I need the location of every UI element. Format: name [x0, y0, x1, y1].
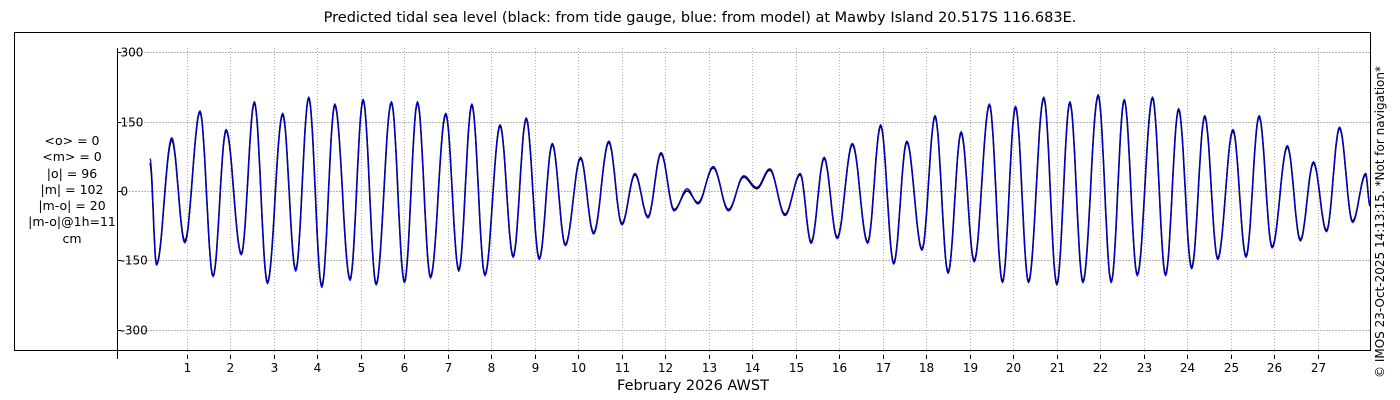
stat-unit: cm — [62, 230, 82, 246]
series-tide-gauge-line — [149, 95, 1371, 287]
x-tick-label: 23 — [1137, 361, 1152, 375]
series-model-line — [149, 93, 1371, 289]
y-tick-label: 300 — [121, 46, 144, 60]
stat-abs-observed: |o| = 96 — [46, 165, 98, 181]
y-axis-ticks: 300 150 0 -150 -300 — [117, 46, 148, 338]
x-tick-label: 20 — [1006, 361, 1021, 375]
x-tick-label: 18 — [919, 361, 934, 375]
x-tick-label: 9 — [532, 361, 540, 375]
x-tick-label: 15 — [789, 361, 804, 375]
x-tick-label: 7 — [445, 361, 453, 375]
x-tick-label: 14 — [745, 361, 760, 375]
y-tick-label: 150 — [121, 116, 144, 130]
x-tick-label: 6 — [401, 361, 409, 375]
statistics-panel: <o> = 0 <m> = 0 |o| = 96 |m| = 102 |m-o|… — [18, 133, 126, 247]
x-tick-label: 13 — [702, 361, 717, 375]
x-tick-label: 11 — [615, 361, 630, 375]
x-tick-label: 24 — [1180, 361, 1195, 375]
x-tick-label: 1 — [184, 361, 192, 375]
stat-abs-diff: |m-o| = 20 — [38, 198, 106, 214]
x-tick-label: 21 — [1050, 361, 1065, 375]
x-tick-label: 3 — [271, 361, 279, 375]
x-tick-label: 19 — [963, 361, 978, 375]
x-tick-label: 8 — [488, 361, 496, 375]
x-tick-label: 4 — [314, 361, 322, 375]
series-layer — [149, 93, 1371, 289]
x-tick-label: 16 — [832, 361, 847, 375]
x-axis-label: February 2026 AWST — [617, 378, 769, 394]
x-tick-label: 17 — [876, 361, 891, 375]
x-tick-label: 25 — [1224, 361, 1239, 375]
stat-mean-observed: <o> = 0 — [44, 133, 100, 148]
x-axis-ticks: 1 2 3 4 5 6 7 8 9 10 11 12 13 14 15 16 17 18 19 20 21 22 23 24 2… — [184, 355, 1326, 375]
x-tick-label: 12 — [658, 361, 673, 375]
y-tick-label: 0 — [121, 185, 129, 199]
y-tick-label: -300 — [121, 324, 148, 338]
x-tick-label: 10 — [571, 361, 586, 375]
x-tick-label: 27 — [1311, 361, 1326, 375]
stat-mean-model: <m> = 0 — [42, 149, 102, 165]
x-tick-label: 26 — [1267, 361, 1282, 375]
x-tick-label: 22 — [1093, 361, 1108, 375]
x-tick-label: 2 — [227, 361, 235, 375]
copyright-notice: © IMOS 23-Oct-2025 14:13:15. *Not for na… — [1373, 66, 1387, 378]
x-tick-label: 5 — [358, 361, 366, 375]
stat-abs-model: |m| = 102 — [40, 181, 104, 197]
outer-frame — [14, 32, 1371, 351]
grid-lines — [117, 48, 1370, 359]
chart-title: Predicted tidal sea level (black: from t… — [323, 10, 1077, 26]
y-tick-label: -150 — [121, 254, 148, 268]
stat-abs-diff-1h: |m-o|@1h=11 — [28, 214, 116, 230]
